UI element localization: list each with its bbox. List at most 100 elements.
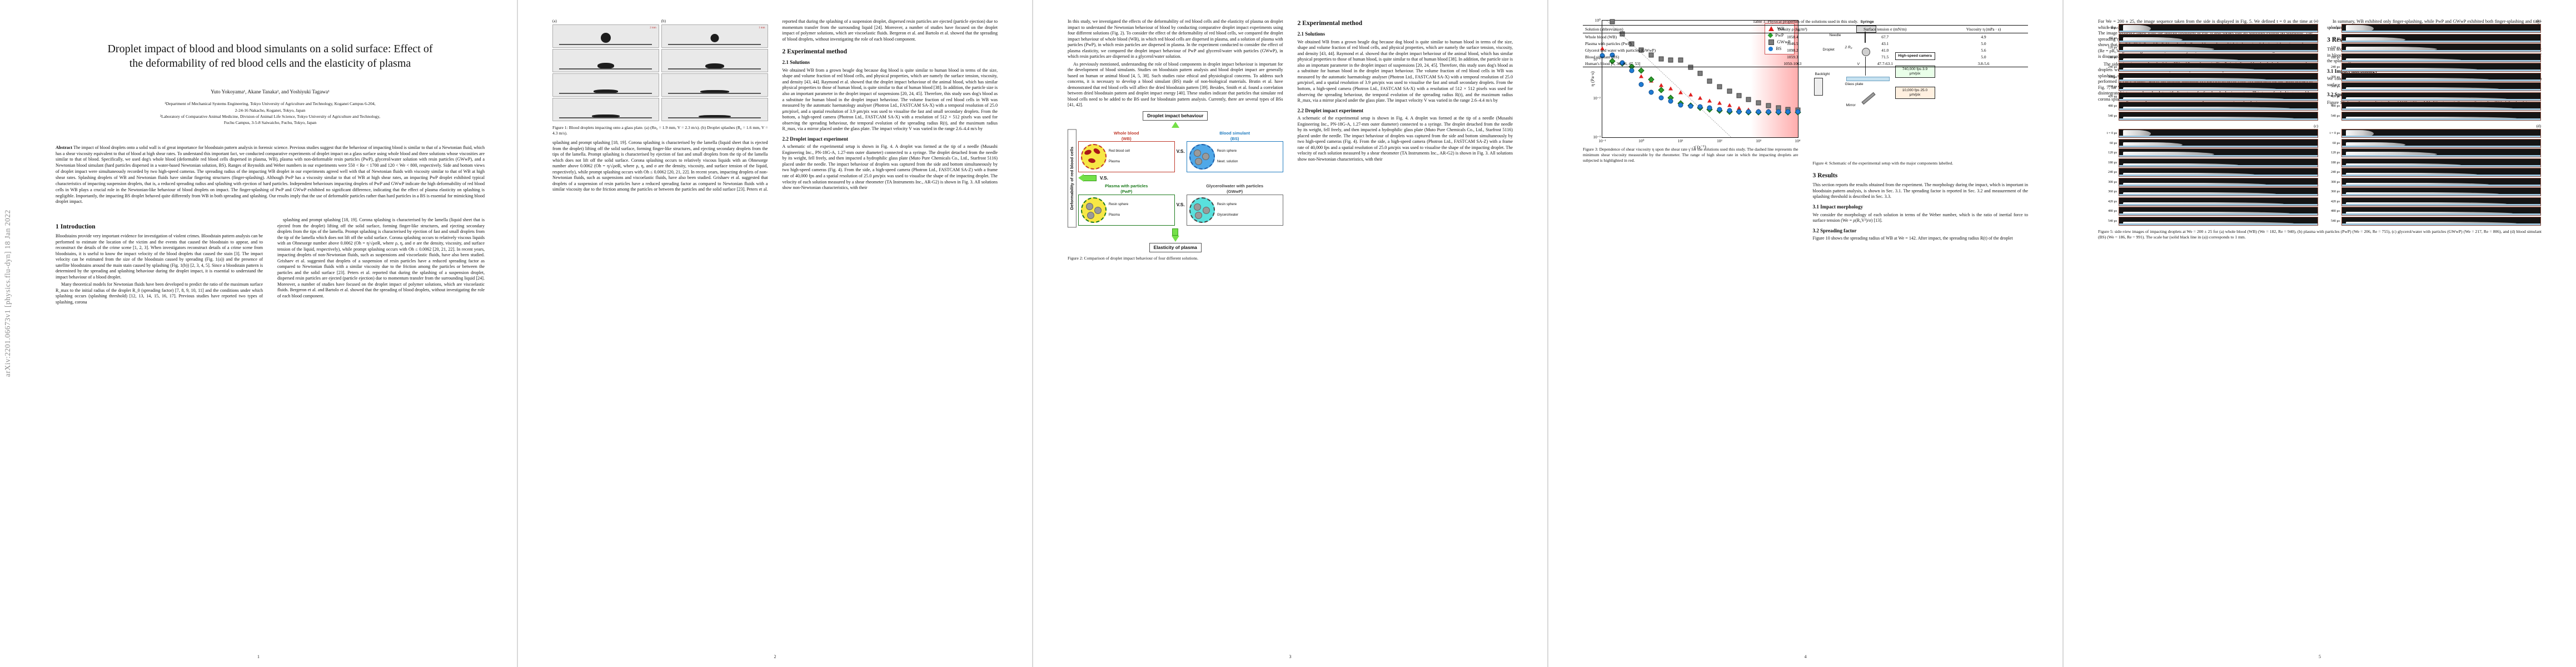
chart-point-BS (1766, 109, 1771, 115)
chart-xtick: 10¹ (1677, 138, 1683, 143)
chart-point-WB (1600, 46, 1605, 51)
figure-5-frame-row: 180 μs (2098, 158, 2318, 167)
chart-point-BS (1776, 109, 1781, 115)
ann-glycerol-water: Glycerol/water (1217, 213, 1239, 217)
chart-ytick: 10⁻¹ (1593, 57, 1601, 62)
th-viscosity: Viscosity η (mPa · s) (1966, 27, 2001, 32)
glass-surface-line (2119, 79, 2318, 81)
chart-point-GWwP (1727, 88, 1732, 94)
figure-5-frame-row: 540 μs (2321, 216, 2541, 226)
f1a-frame-2 (552, 49, 659, 73)
cell-bs-name: Blood simulant (1219, 130, 1250, 136)
figure-2-bottom-row: Elasticity of plasma (1068, 243, 1283, 253)
resin-sphere-icon (1094, 207, 1102, 215)
cell-surface-tension: 47.7-63.1 (1877, 61, 1893, 66)
glass-surface-line (2119, 155, 2318, 157)
f1b-frame-1: 1 mm (661, 24, 768, 48)
label-mirror: Mirror (1846, 103, 1856, 107)
resin-sphere-icon (1194, 158, 1202, 166)
figure-5-frame (2341, 111, 2541, 121)
lamella-shape (2346, 37, 2406, 42)
chart-point-GWwP (1668, 57, 1673, 63)
method-impact-paragraph-2: A schematic of the experimental setup is… (1297, 116, 1513, 162)
cell-solution: Plasma with particles (PwP) (1585, 41, 1632, 46)
figure-5-caption: Figure 5: side-view images of impacting … (2098, 229, 2542, 240)
figure-5-time-label: 540 μs (2330, 114, 2340, 118)
f1b-scale-bar: 1 mm (758, 27, 765, 30)
substrate-line (668, 93, 761, 94)
figure-5-panel-label: (a) (2314, 19, 2318, 23)
chart-point-GWwP (1746, 97, 1751, 102)
chart-point-BS (1600, 53, 1605, 58)
figure-5-frame-row: 360 μs (2098, 187, 2318, 196)
ann-plasma: Plasma (1108, 160, 1120, 163)
chart-point-BS (1688, 103, 1693, 109)
substrate-line (668, 44, 761, 46)
intro-paragraph-2: Many theoretical models for Newtonian fl… (56, 282, 263, 305)
glass-surface-line (2342, 194, 2540, 196)
glass-surface-line (2119, 213, 2318, 215)
figure-1-panels: (a) 2 mm (552, 19, 768, 122)
glass-surface-line (2119, 194, 2318, 196)
figure-5-frame-row: 60 μs (2321, 138, 2541, 148)
ann-plasma: Plasma (1108, 213, 1120, 217)
figure-5-panel-label: (b) (2536, 19, 2541, 23)
resin-sphere-icon (1193, 150, 1201, 157)
vs-label-bottom: V.S. (1176, 201, 1185, 207)
chart-point-GWwP (1717, 84, 1722, 89)
figure-5-frame (2341, 187, 2541, 196)
whole-blood-droplet-icon (1080, 144, 1107, 170)
figure-5-frame (2341, 148, 2541, 157)
label-syringe: Syringe (1860, 20, 1874, 24)
glycerol-water-droplet-icon (1189, 197, 1215, 223)
figure-5-time-label: 360 μs (2107, 85, 2117, 88)
figure-5-frame (2341, 216, 2541, 226)
cell-bs-box: Resin sphere Newt. solution (1186, 141, 1283, 173)
label-velocity: V (1857, 62, 1860, 66)
f1a-scale-bar: 2 mm (650, 27, 656, 30)
method-solutions-paragraph-2: We obtained WB from a grown beagle dog b… (1297, 39, 1513, 103)
cell-pwp-abbr: (PwP) (1120, 189, 1133, 195)
table-1: Solution (abbreviation) Density ρ (kg/m³… (1583, 25, 2028, 67)
table-row: Plasma with particles (PwP) 1046.5 43.1 … (1583, 40, 2028, 47)
figure-5-frame-row: 300 μs (2098, 177, 2318, 187)
subsection-impact-morphology-heading: 3.1 Impact morphology (1812, 203, 1864, 210)
figure-5-frame-row: 60 μs (2321, 33, 2541, 43)
figure-5-panel-b: (b) t = 0 μs 60 μs 120 μs 180 μs 240 μs 300 μs… (2321, 19, 2541, 121)
section-introduction-heading: 1 Introduction (56, 223, 96, 231)
figure-5-time-label: 300 μs (2107, 180, 2117, 184)
f1b-frame-2 (661, 49, 768, 73)
droplet-shape (698, 115, 731, 118)
glass-surface-line (2342, 203, 2540, 206)
chart-point-BS (1717, 107, 1722, 112)
title-line-1: Droplet impact of blood and blood simula… (107, 43, 433, 55)
figure-5-frame-row: 300 μs (2321, 72, 2541, 82)
affiliation-1-address: 2-24-16 Nakacho, Koganei, Tokyo, Japan (235, 107, 306, 113)
chart-point-WB (1668, 86, 1673, 91)
cell-density: 1050-1063 (1783, 61, 1802, 66)
author-list: Yuto Yokoyama¹, Akane Tanaka², and Yoshi… (211, 89, 330, 96)
subsection-impact-heading-2: 2.2 Droplet impact experiment (1297, 107, 1364, 113)
droplet-shape (600, 33, 611, 43)
figure-5-time-label: 60 μs (2109, 141, 2117, 145)
table-row: Glycerol and water with particles (GWwP)… (1583, 47, 2028, 53)
chart-point-BS (1785, 109, 1791, 115)
page4-columns: η (Pa·s) γ̇ (s⁻¹) WB PwP (1583, 18, 2028, 242)
substrate-line (559, 44, 652, 46)
cell-surface-tension: 41.0 (1881, 47, 1889, 53)
cell-pwp-box: Resin sphere Plasma (1078, 195, 1175, 226)
section-results-heading: 3 Results (1812, 172, 1838, 180)
lamella-shape (2346, 130, 2374, 137)
chart-xtick: 10⁰ (1638, 138, 1645, 143)
resin-sphere-icon (1087, 212, 1094, 220)
camera-side-specs: 740,000 fps 3.9 μm/pix (1895, 66, 1935, 78)
glass-surface-line (2342, 40, 2540, 42)
figure-5-time-label: 420 μs (2330, 200, 2340, 203)
chart-xtick: 10³ (1756, 138, 1761, 143)
legend-item-gwwp: GWwP (1768, 39, 1791, 46)
figure-5-frame-row: 480 μs (2098, 102, 2318, 111)
page-number-1: 1 (257, 654, 260, 659)
glass-surface-line (2342, 155, 2540, 157)
figure-5-time-label: 120 μs (2107, 46, 2117, 49)
cell-solution: Whole blood (WB) (1585, 34, 1617, 39)
